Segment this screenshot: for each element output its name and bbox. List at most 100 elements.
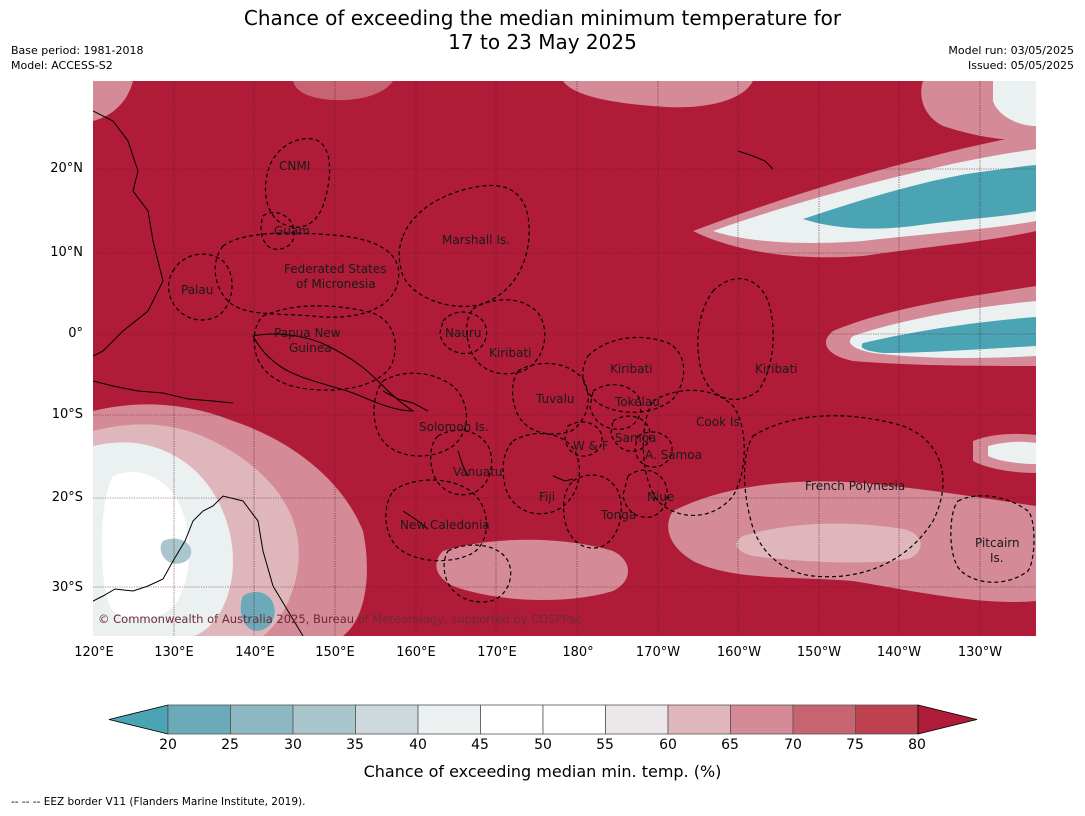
eez-micronesia [214, 232, 400, 318]
colorbar-cell [355, 704, 419, 735]
eez-new-caledonia [385, 479, 487, 562]
colorbar-low-extension [108, 704, 169, 735]
label-tokelau: Tokelau [615, 395, 660, 409]
colorbar-tick-30: 30 [284, 737, 302, 753]
colorbar-cell [542, 704, 606, 735]
label-solomons: Solomon Is. [419, 420, 489, 434]
colorbar-tick-65: 65 [721, 737, 739, 753]
eez-samoa [610, 415, 651, 452]
label-png-2: Guinea [289, 341, 332, 355]
coast-borneo-philippines [93, 110, 164, 357]
eez-kiribati-line [697, 278, 774, 400]
eez-tasman [443, 544, 512, 603]
map-panel: CNMI Guam Marshall Is. Federated States … [93, 81, 1036, 636]
lon-label-160w: 160°W [716, 645, 762, 660]
colorbar-cell [167, 704, 231, 735]
colorbar-cell [730, 704, 794, 735]
colorbar-tick-35: 35 [346, 737, 364, 753]
label-micronesia-2: of Micronesia [296, 277, 376, 291]
colorbar-cell [792, 704, 856, 735]
map-title: Chance of exceeding the median minimum t… [0, 6, 1085, 54]
colorbar-cell [292, 704, 356, 735]
meta-left: Base period: 1981-2018 Model: ACCESS-S2 [11, 43, 143, 73]
eez-niue [622, 469, 668, 518]
eez-boundaries [167, 138, 1035, 603]
label-tuvalu: Tuvalu [536, 392, 575, 406]
colorbar-tick-75: 75 [846, 737, 864, 753]
shading-eq-band-core [861, 317, 1036, 353]
eez-solomons [373, 372, 467, 457]
issued-date: Issued: 05/05/2025 [967, 59, 1074, 72]
lon-label-140w: 140°W [876, 645, 922, 660]
label-tonga: Tonga [601, 508, 637, 522]
lon-label-170e: 170°E [477, 645, 517, 660]
eez-cnmi [264, 138, 331, 228]
title-line-1: Chance of exceeding the median minimum t… [243, 6, 842, 30]
label-wf: W & F [573, 439, 609, 453]
lat-label-0: 0° [68, 326, 83, 341]
label-pitcairn-1: Pitcairn [975, 536, 1020, 550]
colorbar-high-extension [917, 704, 978, 735]
base-period: Base period: 1981-2018 [11, 44, 144, 57]
shading-nw-corner [93, 81, 133, 121]
colorbar-tick-55: 55 [596, 737, 614, 753]
lon-label-150e: 150°E [315, 645, 355, 660]
lon-label-160e: 160°E [396, 645, 436, 660]
shading-east-15s-light [988, 441, 1036, 464]
lon-label-120e: 120°E [74, 645, 114, 660]
eez-png [253, 305, 396, 391]
coast-hawaii [737, 150, 774, 170]
label-niue: Niue [647, 490, 675, 504]
title-line-2: 17 to 23 May 2025 [448, 30, 637, 54]
eez-palau [167, 253, 233, 321]
eez-nauru [439, 311, 488, 355]
colorbar-cell [855, 704, 919, 735]
lat-label-20n: 20°N [50, 161, 83, 176]
label-kiribati-line: Kiribati [755, 362, 798, 376]
coast-solomons [382, 390, 429, 412]
label-png-1: Papua New [274, 326, 341, 340]
shading-south-bottom [436, 539, 628, 601]
coast-new-caledonia [402, 510, 429, 530]
colorbar [108, 704, 978, 735]
lat-label-10n: 10°N [50, 245, 83, 260]
lat-label-20s: 20°S [51, 490, 83, 505]
eez-tokelau [589, 384, 642, 430]
eez-guam [260, 212, 295, 250]
eez-footnote: -- -- -- EEZ border V11 (Flanders Marine… [11, 796, 306, 808]
coast-indonesia-islands [93, 380, 234, 404]
colorbar-tick-45: 45 [471, 737, 489, 753]
colorbar-tick-25: 25 [221, 737, 239, 753]
colorbar-cell [480, 704, 544, 735]
label-new-caledonia: New Caledonia [400, 518, 490, 532]
eez-tuvalu [512, 362, 589, 435]
shading-ne-band-core [803, 165, 1036, 229]
shading-australia-white [101, 472, 190, 620]
lon-label-170w: 170°W [635, 645, 681, 660]
colorbar-tick-70: 70 [784, 737, 802, 753]
coast-new-guinea [252, 333, 415, 412]
eez-vanuatu [430, 429, 493, 496]
lon-label-130e: 130°E [154, 645, 194, 660]
label-kiribati-gilbert: Kiribati [489, 346, 532, 360]
label-asamoa: A. Samoa [645, 448, 702, 462]
colorbar-tick-80: 80 [908, 737, 926, 753]
coast-fiji [552, 475, 574, 482]
model-name: Model: ACCESS-S2 [11, 59, 113, 72]
shading-top-left-mid [293, 81, 393, 101]
label-fiji: Fiji [539, 490, 556, 504]
coastlines [93, 110, 774, 636]
eez-kiribati-phoenix [582, 336, 685, 413]
colorbar-tick-60: 60 [659, 737, 677, 753]
meta-right: Model run: 03/05/2025 Issued: 05/05/2025 [948, 43, 1074, 73]
label-palau: Palau [181, 283, 214, 297]
label-samoa: Samoa [615, 431, 657, 445]
colorbar-label: Chance of exceeding median min. temp. (%… [363, 762, 722, 781]
graticule [93, 81, 1036, 636]
shading-australia-blue-2 [240, 591, 275, 631]
label-cook: Cook Is. [696, 415, 744, 429]
label-guam: Guam [274, 224, 310, 238]
lat-label-10s: 10°S [51, 407, 83, 422]
shading-australia-blue-1 [160, 538, 192, 564]
lon-label-130w: 130°W [957, 645, 1003, 660]
